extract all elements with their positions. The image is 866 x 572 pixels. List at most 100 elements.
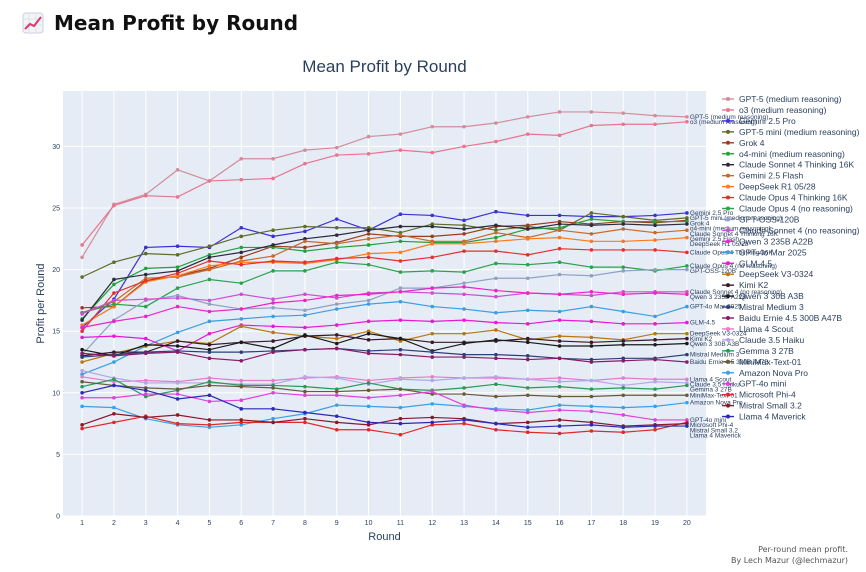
data-point [175, 265, 180, 269]
data-point [80, 318, 84, 322]
data-point [239, 340, 244, 345]
data-point [525, 420, 530, 425]
legend-swatch-marker [726, 97, 730, 101]
data-point [143, 266, 148, 271]
data-point [303, 325, 307, 330]
legend-swatch-marker [726, 217, 730, 222]
data-point [398, 250, 403, 255]
data-point [112, 377, 116, 382]
data-point [621, 358, 626, 363]
series-end-label: GPT-OSS-120B [690, 268, 736, 275]
data-point [462, 418, 466, 422]
legend-swatch-marker [726, 129, 730, 134]
series-line [81, 236, 687, 326]
data-point [303, 245, 307, 250]
data-point [462, 307, 466, 311]
data-point [685, 377, 689, 382]
data-point [398, 421, 403, 426]
data-point [494, 239, 498, 244]
data-point [685, 304, 689, 309]
data-point [334, 336, 339, 341]
data-point [398, 347, 403, 352]
data-point [525, 213, 530, 218]
legend-item: GLM-4.5 [739, 258, 772, 268]
series-end-label: DeepSeek V3-0324 [690, 331, 747, 338]
data-point [430, 350, 435, 354]
data-point [525, 237, 530, 241]
data-point [239, 358, 244, 363]
series-line [81, 415, 688, 436]
series-line [81, 248, 687, 332]
data-point [112, 334, 116, 338]
data-point [271, 245, 275, 250]
data-point [557, 379, 562, 384]
legend-item: Gemini 2.5 Flash [739, 171, 804, 181]
data-point [334, 323, 339, 327]
data-point [525, 393, 530, 398]
data-point [430, 241, 435, 246]
x-tick-label: 20 [683, 520, 691, 527]
data-point [430, 420, 435, 425]
data-point [557, 431, 562, 436]
x-tick-label: 18 [619, 520, 627, 527]
data-point [366, 292, 371, 297]
data-point [303, 393, 307, 398]
data-point [621, 342, 626, 347]
series-end-label: o3 (medium reasoning) [690, 119, 757, 126]
data-point [462, 239, 466, 244]
data-point [494, 228, 498, 233]
data-point [366, 329, 371, 334]
data-point [207, 267, 212, 272]
x-tick-label: 14 [492, 520, 500, 527]
data-point [557, 110, 562, 114]
data-point [207, 302, 212, 306]
data-point [271, 314, 275, 319]
data-point [462, 124, 466, 129]
data-point [366, 338, 371, 342]
data-point [621, 214, 626, 219]
series-line [81, 218, 687, 320]
data-point [366, 243, 371, 247]
data-point [143, 388, 148, 393]
data-point [685, 341, 689, 346]
data-point [653, 291, 657, 295]
data-point [525, 425, 530, 430]
data-point [557, 403, 562, 407]
data-point [366, 298, 371, 303]
series-end-label: Gemma 3 27B [690, 387, 732, 394]
legend-swatch-marker [726, 392, 730, 397]
data-point [143, 381, 148, 385]
data-point [525, 354, 530, 358]
legend-swatch-marker [726, 173, 730, 178]
data-point [430, 291, 435, 295]
data-point [143, 251, 148, 256]
data-point [430, 423, 435, 427]
data-point [143, 336, 148, 341]
data-point [112, 282, 116, 287]
data-point [334, 260, 339, 265]
data-point [239, 234, 244, 239]
data-point [621, 265, 626, 269]
data-point [239, 384, 244, 389]
data-point [589, 423, 594, 427]
series-end-label: Claude 3.5 Haiku [690, 381, 740, 388]
data-point [334, 245, 339, 250]
legend-swatch-marker [726, 107, 730, 112]
data-point [653, 113, 657, 118]
x-tick-label: 17 [588, 520, 596, 527]
data-point [80, 335, 84, 340]
series-end-label: Claude Opus 4 (no reasoning) [690, 263, 777, 270]
data-point [175, 381, 180, 385]
data-point [239, 255, 244, 260]
x-tick-label: 3 [144, 520, 148, 527]
data-point [557, 384, 562, 389]
series-line [82, 334, 687, 357]
data-point [207, 342, 212, 347]
data-point [462, 355, 466, 359]
data-point [271, 324, 275, 329]
data-point [303, 229, 307, 234]
data-point [398, 270, 403, 274]
legend-swatch-marker [726, 326, 730, 331]
data-point [334, 217, 339, 221]
data-point [239, 407, 244, 411]
